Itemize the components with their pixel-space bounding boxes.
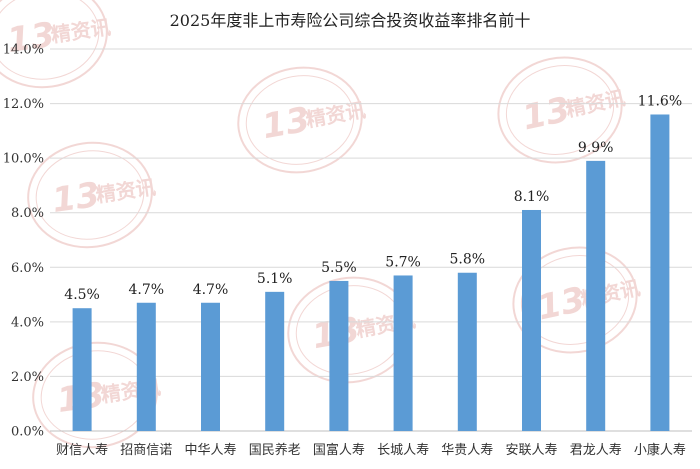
watermark-number: 13 [519, 89, 574, 138]
y-tick-label: 10.0% [3, 152, 44, 167]
y-tick-label: 4.0% [11, 315, 44, 330]
bar [393, 275, 413, 431]
bar [136, 302, 156, 431]
grid-layer: 0.0% 2.0% 4.0% 6.0% 8.0% 10.0% 12.0% 14.0% [3, 43, 692, 440]
bar [457, 272, 477, 431]
data-label: 5.7% [385, 254, 421, 270]
y-tick-label: 8.0% [11, 206, 44, 221]
category-label: 安联人寿 [505, 443, 557, 458]
y-tick-label: 6.0% [11, 261, 44, 276]
data-label: 5.8% [450, 252, 486, 268]
category-label: 华贵人寿 [441, 443, 493, 458]
data-label: 8.1% [514, 189, 550, 205]
bars-layer [72, 114, 670, 431]
category-label: 招商信诺 [120, 443, 172, 458]
category-label: 国富人寿 [313, 442, 365, 458]
bar [586, 160, 606, 431]
category-label: 君龙人寿 [570, 443, 622, 458]
bar [265, 291, 285, 431]
y-tick-label: 0.0% [11, 425, 44, 440]
watermark-text: 精资讯 [304, 98, 367, 132]
bar [329, 280, 349, 431]
bar [72, 308, 92, 431]
category-label: 财信人寿 [56, 443, 108, 458]
watermark-layer: 13精资讯13精资讯13精资讯13精资讯13精资讯13精资讯13精资讯 [0, 0, 642, 449]
data-label: 4.7% [193, 282, 229, 298]
bar [201, 302, 220, 431]
y-tick-label: 12.0% [3, 97, 44, 112]
data-label: 5.1% [257, 271, 293, 287]
watermark-text: 精资讯 [94, 175, 157, 207]
data-label: 5.5% [321, 260, 357, 276]
watermark-number: 13 [534, 279, 589, 328]
chart-title: 2025年度非上市寿险公司综合投资收益率排名前十 [170, 11, 531, 30]
data-label: 11.6% [638, 93, 682, 109]
category-label: 中华人寿 [184, 443, 236, 458]
y-tick-label: 2.0% [11, 370, 44, 385]
category-label: 小康人寿 [634, 442, 686, 458]
watermark-number: 13 [5, 15, 57, 61]
watermark-number: 13 [259, 100, 313, 148]
y-tick-label: 14.0% [3, 43, 44, 58]
category-label: 国民养老 [249, 442, 301, 458]
category-label: 长城人寿 [377, 443, 429, 458]
bar [522, 209, 541, 431]
watermark-text: 精资讯 [49, 15, 112, 47]
data-label: 4.7% [129, 282, 165, 298]
labels-layer: 4.5% 财信人寿 4.7% 招商信诺 4.7% 中华人寿 5.1% 国民养老 5.5% 国富人寿… [56, 93, 686, 458]
data-label: 4.5% [64, 287, 100, 303]
watermark-number: 13 [50, 175, 102, 221]
data-label: 9.9% [578, 140, 614, 156]
bar [650, 114, 670, 431]
